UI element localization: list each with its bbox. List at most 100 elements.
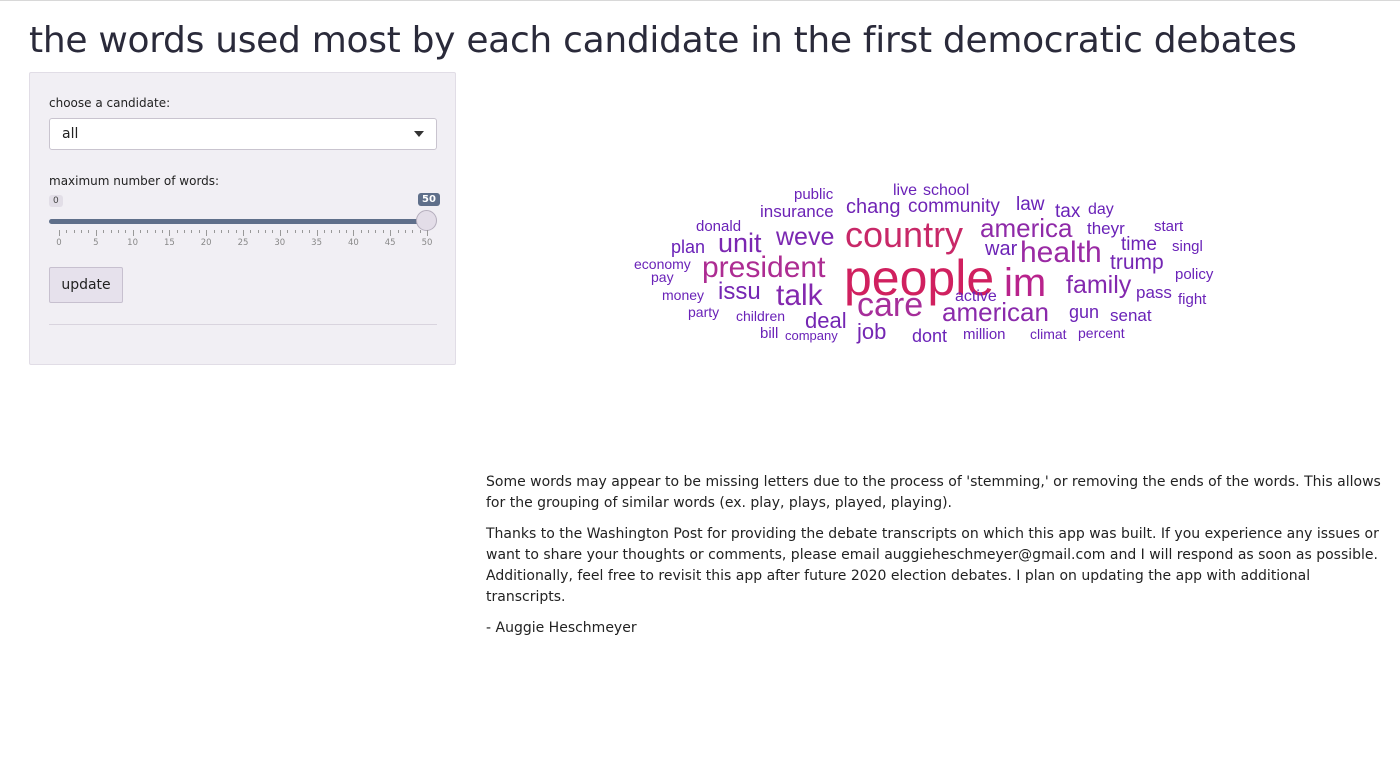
slider-tick-label: 40 [347,238,359,248]
word-cloud-word: deal [805,308,847,333]
slider-tick [250,230,252,233]
word-cloud-word: country [845,214,964,255]
slider-tick [169,230,171,236]
sidebar-divider [49,324,437,325]
slider-tick [331,230,333,233]
word-cloud-word: plan [671,237,706,257]
slider-tick [206,230,208,236]
slider-tick [316,230,318,236]
candidate-select[interactable]: all [49,118,437,150]
slider-track[interactable] [49,219,429,224]
word-cloud-word: million [963,326,1006,343]
thanks-note: Thanks to the Washington Post for provid… [486,526,1379,605]
chevron-down-icon [414,131,424,137]
word-cloud-word: senat [1110,306,1152,325]
slider-tick [257,230,259,233]
word-cloud-word: party [688,304,720,320]
slider-tick [390,230,392,236]
slider-ticks: 0 5 10 15 20 25 30 35 40 45 50 [30,230,457,252]
word-cloud-word: dont [912,326,948,346]
slider-tick [419,230,421,233]
slider-tick [338,230,340,233]
slider-tick [243,230,244,236]
word-cloud-word: percent [1078,325,1125,341]
candidate-label: choose a candidate: [49,96,171,110]
word-cloud-word: singl [1172,238,1203,255]
slider-tick [397,230,399,233]
word-cloud-word: public [794,186,834,203]
word-cloud-word: weve [776,223,835,251]
word-cloud-word: day [1088,201,1114,218]
word-cloud-word: tax [1055,201,1081,222]
word-cloud-word: law [1016,194,1045,215]
slider-tick [265,230,267,233]
word-cloud-word: live [893,182,918,199]
signature: - Auggie Heschmeyer [486,620,637,636]
word-cloud-word: time [1121,234,1157,255]
word-cloud-word: america [980,213,1073,243]
slider-tick [287,230,289,233]
word-cloud-word: people [844,250,995,306]
slider-tick [103,230,105,233]
word-cloud-word: talk [776,279,823,312]
slider-tick [88,230,90,233]
slider-tick-label: 10 [127,238,139,248]
word-cloud-word: family [1066,271,1132,299]
word-cloud-word: insurance [760,202,834,221]
word-cloud-word: im [1004,261,1047,305]
slider-tick-label: 30 [274,238,286,248]
notes-section: Some words may appear to be missing lett… [486,472,1386,649]
slider-tick [235,230,237,233]
word-cloud-word: president [702,251,826,284]
page-title: the words used most by each candidate in… [29,20,1297,61]
slider-tick-label: 50 [421,238,433,248]
slider-tick [353,230,355,236]
slider-min-badge: 0 [49,195,63,207]
top-divider [0,0,1400,1]
slider-tick-label: 20 [200,238,212,248]
word-cloud-word: community [908,196,1000,217]
slider-tick [117,230,119,233]
word-cloud-word: start [1154,218,1184,235]
slider-handle[interactable] [416,210,437,231]
slider-tick [346,230,348,233]
slider-tick [323,230,325,233]
sidebar-panel: choose a candidate: all maximum number o… [29,72,456,365]
slider-tick [404,230,406,233]
slider-tick [279,230,281,236]
slider-tick [301,230,303,233]
word-cloud-word: chang [846,196,901,218]
word-cloud-word: economy [634,256,691,272]
slider-tick [228,230,230,233]
word-cloud-word: donald [696,218,742,235]
word-cloud-word: care [857,286,924,324]
slider-tick [368,230,370,233]
word-cloud-word: job [857,319,887,344]
word-cloud-word: issu [718,278,761,305]
slider-tick [213,230,215,233]
word-cloud-word: unit [718,228,762,258]
word-cloud-word: company [785,328,838,343]
slider-tick-label: 25 [237,238,249,248]
slider-tick [110,230,112,233]
word-cloud: people country im care president health americ… [600,175,1260,355]
slider-tick [132,230,134,236]
slider-tick [375,230,377,233]
slider-tick [382,230,384,233]
slider-tick [147,230,149,233]
slider-tick [427,230,428,236]
slider-tick [66,230,68,233]
slider-tick [184,230,186,233]
word-cloud-word: pass [1136,283,1172,302]
word-cloud-word: money [662,287,705,303]
candidate-select-value: all [62,126,79,142]
word-cloud-word: fight [1178,291,1207,308]
slider-tick [95,230,97,236]
slider-value-badge: 50 [418,193,440,206]
slider-tick [139,230,141,233]
slider-tick [412,230,414,233]
slider-tick [154,230,156,233]
update-button[interactable]: update [49,267,123,303]
stemming-note: Some words may appear to be missing lett… [486,474,1381,511]
word-cloud-word: policy [1175,266,1214,283]
